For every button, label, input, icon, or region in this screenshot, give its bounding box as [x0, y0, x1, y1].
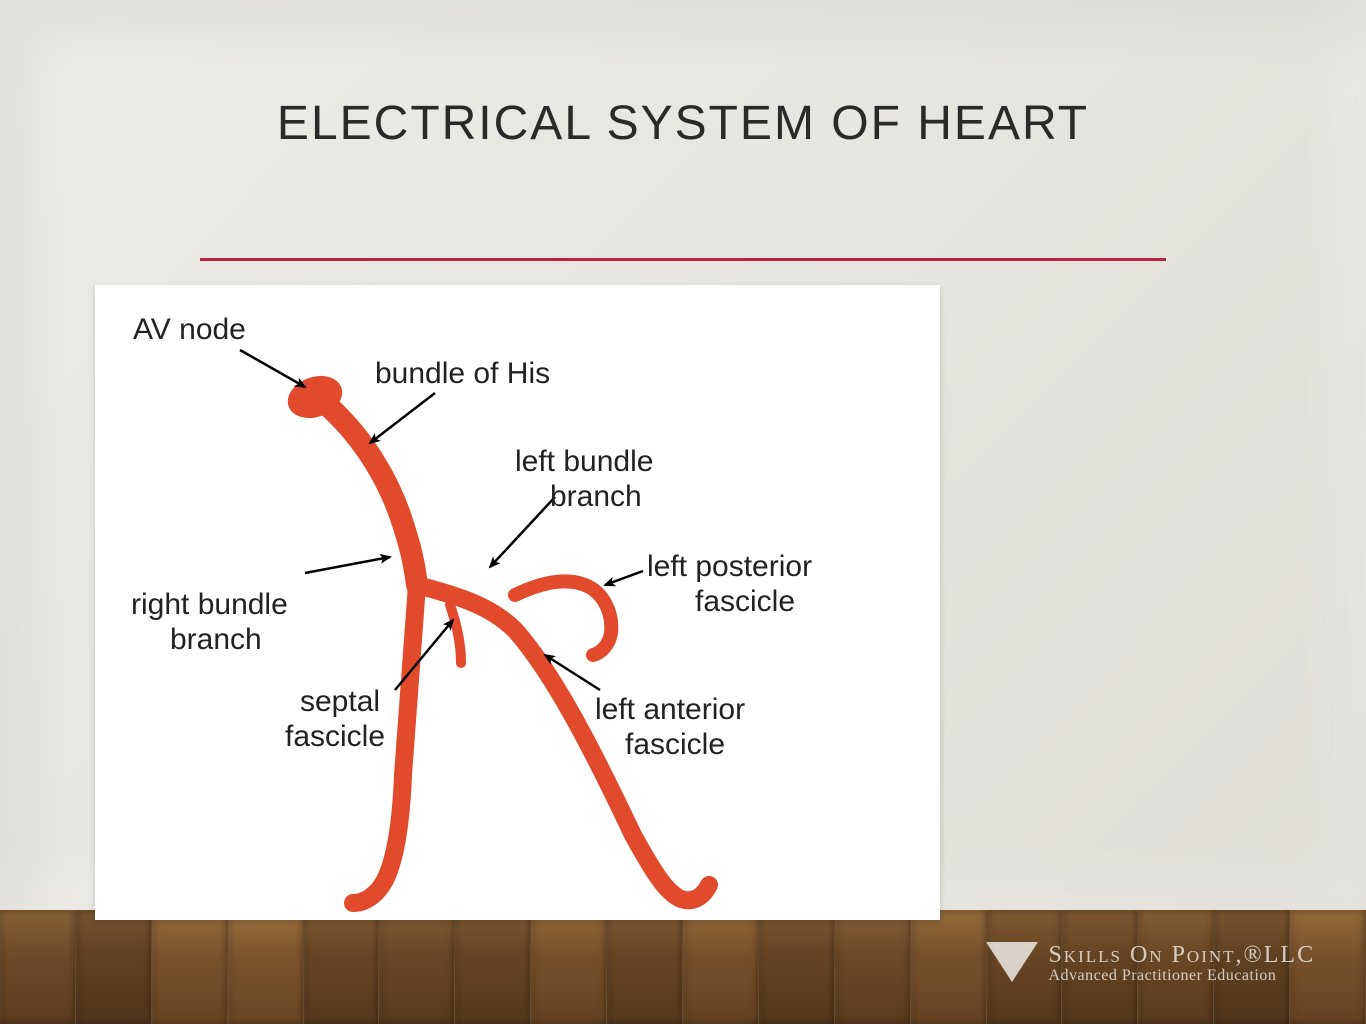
label-left-bundle-branch-line1: left bundle — [515, 445, 653, 480]
label-left-bundle-branch-line2: branch — [550, 480, 642, 515]
diagram-card: AV node bundle of His left bundle branch… — [95, 285, 940, 920]
title-underline — [200, 258, 1166, 261]
slide-title: ELECTRICAL SYSTEM OF HEART — [0, 96, 1366, 151]
label-right-bundle-branch-line1: right bundle — [131, 588, 288, 623]
label-left-posterior-fascicle-line1: left posterior — [647, 550, 812, 585]
label-septal-fascicle-line2: fascicle — [285, 720, 385, 755]
label-av-node: AV node — [133, 313, 246, 348]
label-left-anterior-fascicle-line1: left anterior — [595, 693, 745, 728]
footer-brand-line2: Advanced Practitioner Education — [1048, 967, 1315, 985]
footer-logo: Skills On Point,®LLC Advanced Practition… — [986, 936, 1346, 1016]
label-bundle-of-his: bundle of His — [375, 357, 550, 392]
label-right-bundle-branch-line2: branch — [170, 623, 262, 658]
label-septal-fascicle-line1: septal — [300, 685, 380, 720]
label-left-anterior-fascicle-line2: fascicle — [625, 728, 725, 763]
slide-stage: ELECTRICAL SYSTEM OF HEART AV node bundl… — [0, 0, 1366, 1024]
label-left-posterior-fascicle-line2: fascicle — [695, 585, 795, 620]
logo-triangle-icon — [986, 942, 1038, 982]
footer-brand-line1: Skills On Point,®LLC — [1048, 942, 1315, 969]
